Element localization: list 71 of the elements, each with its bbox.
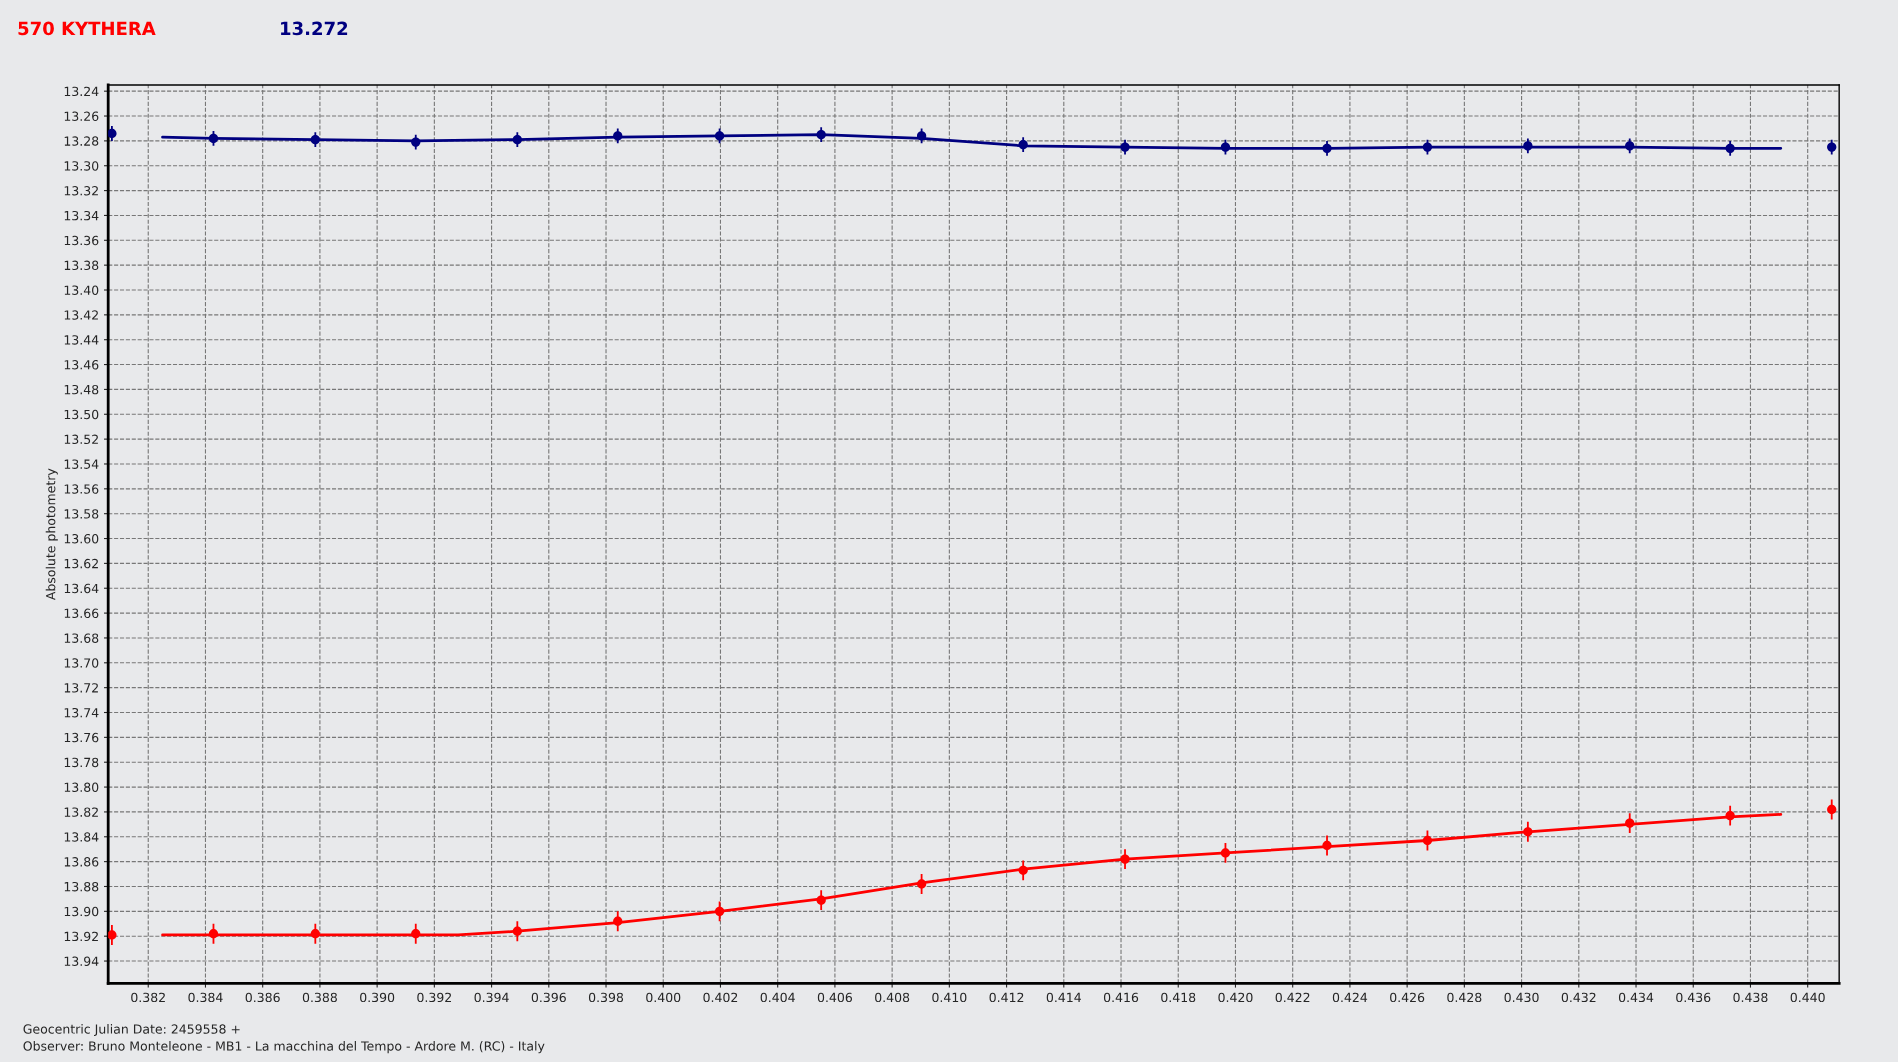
y-tick-label: 13.48 bbox=[64, 384, 99, 395]
y-tick-label: 13.70 bbox=[64, 658, 99, 668]
text: Geocentric Julian Date: 2459558 + bbox=[23, 1024, 240, 1037]
y-tick-label: 13.60 bbox=[64, 534, 99, 544]
y-tick-label: 13.68 bbox=[64, 633, 99, 643]
y-tick-label: 13.24 bbox=[64, 86, 99, 97]
y-tick-label: 13.94 bbox=[64, 956, 99, 966]
y-tick-label: 13.28 bbox=[64, 136, 99, 146]
y-tick-label: 13.42 bbox=[64, 310, 98, 320]
x-tick-label: 0.414 bbox=[1046, 992, 1081, 1003]
y-tick-label: 13.44 bbox=[64, 335, 99, 345]
y-tick-label: 13.86 bbox=[64, 857, 99, 867]
x-tick-label: 0.436 bbox=[1676, 992, 1711, 1003]
x-tick-label: 0.394 bbox=[474, 992, 509, 1003]
chart-title: 570 KYTHERA bbox=[18, 21, 156, 36]
x-tick-label: 0.382 bbox=[131, 992, 165, 1003]
x-tick-label: 0.424 bbox=[1332, 992, 1368, 1003]
y-axis-title: Absolute photometry bbox=[45, 468, 58, 601]
x-tick-label: 0.402 bbox=[703, 992, 738, 1003]
x-tick-label: 0.412 bbox=[989, 992, 1024, 1003]
y-tick-label: 13.58 bbox=[64, 509, 99, 519]
x-tick-label: 0.390 bbox=[360, 992, 395, 1003]
y-tick-label: 13.76 bbox=[64, 732, 99, 743]
y-tick-label: 13.32 bbox=[64, 186, 98, 196]
chart-subtitle: 13.272 bbox=[281, 21, 348, 36]
y-tick-label: 13.80 bbox=[64, 782, 99, 792]
y-tick-label: 13.52 bbox=[64, 434, 98, 445]
y-tick-label: 13.26 bbox=[64, 111, 99, 121]
x-tick-label: 0.434 bbox=[1618, 992, 1654, 1003]
x-tick-label: 0.396 bbox=[531, 992, 566, 1003]
y-tick-label: 13.88 bbox=[64, 881, 99, 892]
y-tick-label: 13.74 bbox=[64, 707, 99, 718]
x-tick-label: 0.400 bbox=[646, 992, 681, 1003]
y-tick-label: 13.84 bbox=[64, 832, 99, 842]
x-tick-label: 0.420 bbox=[1218, 992, 1253, 1003]
x-tick-label: 0.406 bbox=[817, 992, 853, 1003]
x-tick-label: 0.410 bbox=[932, 992, 967, 1003]
x-tick-label: 0.422 bbox=[1275, 992, 1310, 1003]
y-tick-label: 13.40 bbox=[64, 285, 99, 295]
y-tick-label: 13.92 bbox=[64, 931, 98, 942]
x-tick-label: 0.428 bbox=[1447, 992, 1482, 1003]
y-tick-label: 13.72 bbox=[64, 683, 98, 693]
y-tick-label: 13.82 bbox=[64, 807, 98, 817]
y-tick-label: 13.36 bbox=[64, 235, 99, 246]
text: Observer: Bruno Monteleone - MB1 - La macchina del Tempo - Ardore M. (RC) - Italy bbox=[23, 1041, 545, 1054]
x-tick-label: 0.384 bbox=[188, 992, 223, 1003]
y-tick-label: 13.66 bbox=[64, 608, 99, 619]
y-tick-label: 13.30 bbox=[64, 161, 99, 171]
x-tick-label: 0.392 bbox=[417, 992, 451, 1003]
y-tick-label: 13.46 bbox=[64, 360, 99, 370]
x-tick-label: 0.432 bbox=[1561, 992, 1596, 1003]
y-tick-label: 13.62 bbox=[64, 558, 98, 569]
y-tick-label: 13.54 bbox=[64, 459, 99, 469]
y-tick-label: 13.90 bbox=[64, 906, 99, 917]
x-tick-label: 0.388 bbox=[302, 992, 337, 1003]
y-tick-label: 13.50 bbox=[64, 409, 99, 420]
y-tick-label: 13.38 bbox=[64, 260, 99, 271]
x-tick-label: 0.408 bbox=[875, 992, 910, 1003]
y-tick-label: 13.56 bbox=[64, 484, 99, 494]
x-tick-label: 0.418 bbox=[1161, 992, 1196, 1003]
x-tick-label: 0.386 bbox=[245, 992, 280, 1003]
x-tick-label: 0.426 bbox=[1390, 992, 1425, 1003]
y-tick-label: 13.64 bbox=[64, 583, 99, 594]
x-tick-label: 0.398 bbox=[588, 992, 624, 1003]
x-tick-label: 0.416 bbox=[1103, 992, 1139, 1003]
x-tick-label: 0.438 bbox=[1733, 992, 1768, 1003]
x-tick-label: 0.404 bbox=[760, 992, 795, 1003]
y-tick-label: 13.34 bbox=[64, 210, 99, 221]
y-tick-label: 13.78 bbox=[64, 757, 99, 768]
x-tick-label: 0.440 bbox=[1790, 992, 1825, 1003]
x-tick-label: 0.430 bbox=[1504, 992, 1539, 1003]
